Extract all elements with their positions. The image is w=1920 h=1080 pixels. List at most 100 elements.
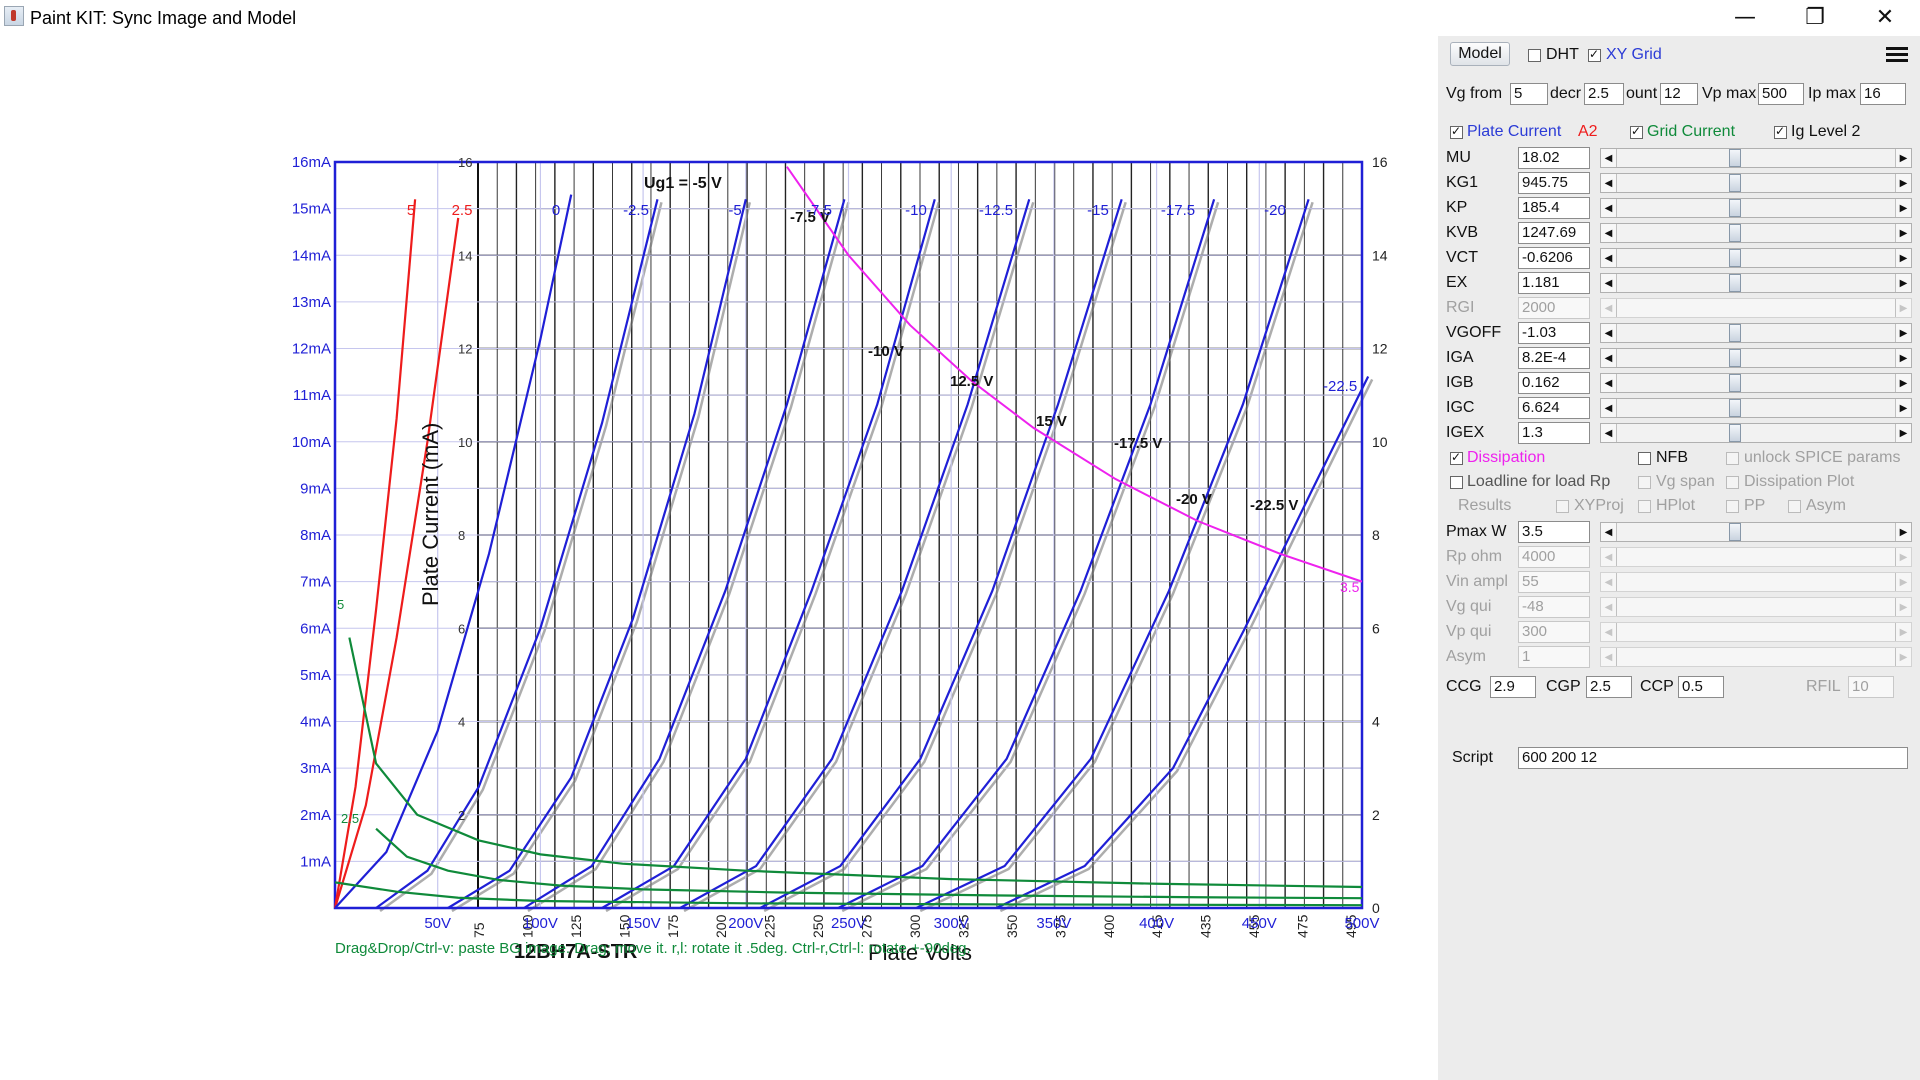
param-field[interactable]: 2000	[1518, 297, 1590, 319]
param-slider[interactable]: ◀ ▶	[1600, 298, 1912, 318]
pp-checkbox[interactable]	[1726, 500, 1739, 513]
model-button[interactable]: Model	[1450, 42, 1510, 66]
slider-right-arrow-icon[interactable]: ▶	[1895, 224, 1911, 242]
slider-thumb[interactable]	[1729, 174, 1741, 192]
slider-left-arrow-icon[interactable]: ◀	[1601, 548, 1617, 566]
param-field[interactable]: 945.75	[1518, 172, 1590, 194]
slider-thumb[interactable]	[1729, 424, 1741, 442]
results-label[interactable]: Results	[1458, 497, 1512, 514]
vp-max-field[interactable]: 500	[1758, 83, 1804, 105]
slider-right-arrow-icon[interactable]: ▶	[1895, 548, 1911, 566]
xy-grid-checkbox[interactable]	[1588, 47, 1601, 62]
load-field[interactable]: 3.5	[1518, 521, 1590, 543]
decr-field[interactable]: 2.5	[1584, 83, 1624, 105]
dissipation-plot-checkbox[interactable]	[1726, 476, 1739, 489]
slider-thumb[interactable]	[1729, 149, 1741, 167]
plate-current-checkbox[interactable]	[1450, 124, 1463, 139]
slider-left-arrow-icon[interactable]: ◀	[1601, 598, 1617, 616]
param-slider[interactable]: ◀ ▶	[1600, 373, 1912, 393]
dht-checkbox[interactable]	[1528, 49, 1541, 62]
slider-thumb[interactable]	[1729, 199, 1741, 217]
rfil-field[interactable]: 10	[1848, 676, 1894, 698]
slider-thumb[interactable]	[1729, 523, 1741, 541]
slider-left-arrow-icon[interactable]: ◀	[1601, 224, 1617, 242]
param-slider[interactable]: ◀ ▶	[1600, 223, 1912, 243]
load-slider[interactable]: ◀ ▶	[1600, 647, 1912, 667]
param-slider[interactable]: ◀ ▶	[1600, 273, 1912, 293]
param-field[interactable]: 0.162	[1518, 372, 1590, 394]
slider-right-arrow-icon[interactable]: ▶	[1895, 324, 1911, 342]
param-field[interactable]: 1247.69	[1518, 222, 1590, 244]
ip-max-field[interactable]: 16	[1860, 83, 1906, 105]
minimize-icon[interactable]: —	[1734, 4, 1756, 30]
count-field[interactable]: 12	[1660, 83, 1698, 105]
slider-left-arrow-icon[interactable]: ◀	[1601, 349, 1617, 367]
xyproj-checkbox[interactable]	[1556, 500, 1569, 513]
load-slider[interactable]: ◀ ▶	[1600, 622, 1912, 642]
param-slider[interactable]: ◀ ▶	[1600, 423, 1912, 443]
load-slider[interactable]: ◀ ▶	[1600, 597, 1912, 617]
grid-current-checkbox[interactable]	[1630, 124, 1643, 139]
slider-left-arrow-icon[interactable]: ◀	[1601, 424, 1617, 442]
hplot-checkbox[interactable]	[1638, 500, 1651, 513]
param-field[interactable]: 1.181	[1518, 272, 1590, 294]
close-icon[interactable]: ✕	[1875, 4, 1895, 30]
param-slider[interactable]: ◀ ▶	[1600, 348, 1912, 368]
slider-left-arrow-icon[interactable]: ◀	[1601, 523, 1617, 541]
load-field[interactable]: 300	[1518, 621, 1590, 643]
load-field[interactable]: 55	[1518, 571, 1590, 593]
load-field[interactable]: 1	[1518, 646, 1590, 668]
background-datasheet-image[interactable]	[379, 161, 1374, 913]
ig-level-checkbox[interactable]	[1774, 124, 1787, 139]
restore-icon[interactable]: ❐	[1805, 4, 1825, 30]
cgp-field[interactable]: 2.5	[1586, 676, 1632, 698]
load-field[interactable]: 4000	[1518, 546, 1590, 568]
slider-right-arrow-icon[interactable]: ▶	[1895, 623, 1911, 641]
script-field[interactable]: 600 200 12	[1518, 747, 1908, 769]
slider-right-arrow-icon[interactable]: ▶	[1895, 149, 1911, 167]
slider-right-arrow-icon[interactable]: ▶	[1895, 349, 1911, 367]
plot-canvas[interactable]: 2 4 6 8 10 12 14 16 0 2 4 6 8 10 12 14 16 75 100 125 150 175 2…	[0, 36, 1438, 1080]
slider-left-arrow-icon[interactable]: ◀	[1601, 149, 1617, 167]
slider-right-arrow-icon[interactable]: ▶	[1895, 199, 1911, 217]
vg-from-field[interactable]: 5	[1510, 83, 1548, 105]
slider-left-arrow-icon[interactable]: ◀	[1601, 573, 1617, 591]
slider-thumb[interactable]	[1729, 374, 1741, 392]
param-slider[interactable]: ◀ ▶	[1600, 323, 1912, 343]
param-slider[interactable]: ◀ ▶	[1600, 198, 1912, 218]
vg-span-checkbox[interactable]	[1638, 476, 1651, 489]
slider-thumb[interactable]	[1729, 349, 1741, 367]
load-slider[interactable]: ◀ ▶	[1600, 522, 1912, 542]
slider-thumb[interactable]	[1729, 399, 1741, 417]
param-field[interactable]: -0.6206	[1518, 247, 1590, 269]
slider-thumb[interactable]	[1729, 224, 1741, 242]
slider-right-arrow-icon[interactable]: ▶	[1895, 648, 1911, 666]
slider-right-arrow-icon[interactable]: ▶	[1895, 274, 1911, 292]
plot-svg[interactable]: 2 4 6 8 10 12 14 16 0 2 4 6 8 10 12 14 16 75 100 125 150 175 2…	[0, 36, 1438, 1080]
slider-left-arrow-icon[interactable]: ◀	[1601, 399, 1617, 417]
load-field[interactable]: -48	[1518, 596, 1590, 618]
ccp-field[interactable]: 0.5	[1678, 676, 1724, 698]
param-field[interactable]: 8.2E-4	[1518, 347, 1590, 369]
slider-thumb[interactable]	[1729, 274, 1741, 292]
param-slider[interactable]: ◀ ▶	[1600, 173, 1912, 193]
slider-right-arrow-icon[interactable]: ▶	[1895, 523, 1911, 541]
slider-right-arrow-icon[interactable]: ▶	[1895, 249, 1911, 267]
param-slider[interactable]: ◀ ▶	[1600, 248, 1912, 268]
slider-left-arrow-icon[interactable]: ◀	[1601, 274, 1617, 292]
slider-left-arrow-icon[interactable]: ◀	[1601, 374, 1617, 392]
param-field[interactable]: 185.4	[1518, 197, 1590, 219]
slider-left-arrow-icon[interactable]: ◀	[1601, 648, 1617, 666]
slider-left-arrow-icon[interactable]: ◀	[1601, 174, 1617, 192]
slider-left-arrow-icon[interactable]: ◀	[1601, 623, 1617, 641]
slider-right-arrow-icon[interactable]: ▶	[1895, 174, 1911, 192]
slider-right-arrow-icon[interactable]: ▶	[1895, 598, 1911, 616]
unlock-spice-checkbox[interactable]	[1726, 452, 1739, 465]
load-slider[interactable]: ◀ ▶	[1600, 547, 1912, 567]
slider-right-arrow-icon[interactable]: ▶	[1895, 424, 1911, 442]
param-field[interactable]: 1.3	[1518, 422, 1590, 444]
slider-left-arrow-icon[interactable]: ◀	[1601, 324, 1617, 342]
dissipation-checkbox[interactable]	[1450, 450, 1463, 465]
load-slider[interactable]: ◀ ▶	[1600, 572, 1912, 592]
loadline-checkbox[interactable]	[1450, 476, 1463, 489]
